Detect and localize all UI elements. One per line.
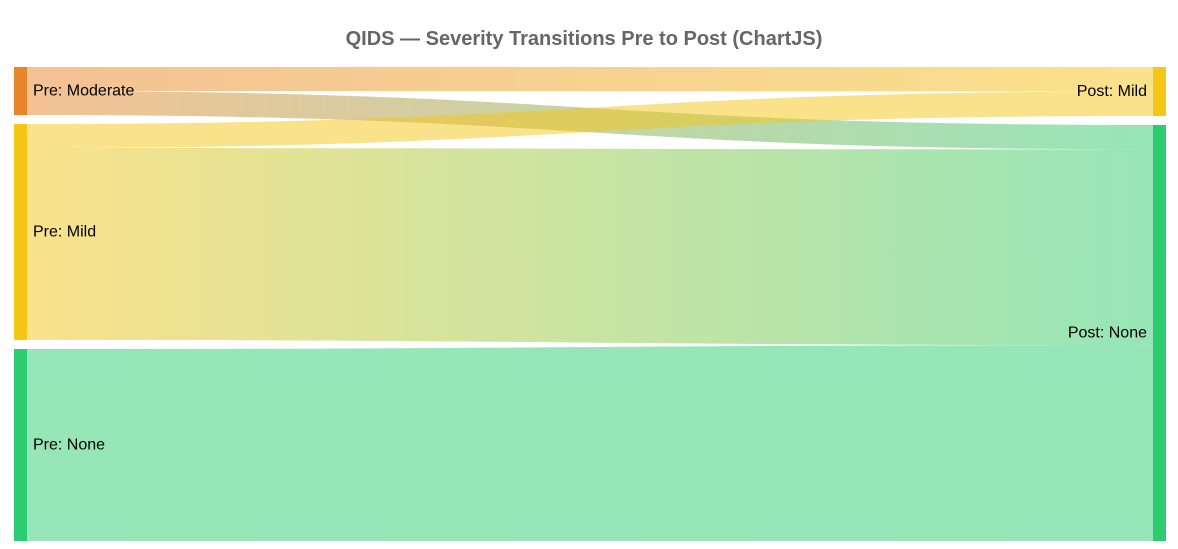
node-pre-mild [14, 124, 27, 340]
node-pre-moderate [14, 67, 27, 115]
node-pre-none [14, 349, 27, 541]
flow-pre-mild-to-post-none [27, 148, 1153, 346]
node-label-pre-mild: Pre: Mild [33, 224, 96, 241]
chart-title: QIDS — Severity Transitions Pre to Post … [345, 28, 823, 50]
flows-layer [27, 67, 1153, 541]
flow-pre-none-to-post-none [27, 345, 1153, 541]
node-post-mild [1153, 67, 1166, 116]
node-label-post-none: Post: None [1068, 324, 1147, 341]
node-label-pre-moderate: Pre: Moderate [33, 83, 134, 100]
nodes-layer [14, 67, 1166, 542]
flow-pre-mild-to-post-mild [27, 91, 1153, 148]
node-post-none [1153, 124, 1166, 542]
node-label-pre-none: Pre: None [33, 437, 105, 454]
labels-layer: Pre: Moderate Pre: Mild Pre: None Post: Mil… [33, 83, 1147, 454]
node-label-post-mild: Post: Mild [1077, 83, 1147, 100]
flow-pre-moderate-to-post-mild [27, 67, 1153, 92]
